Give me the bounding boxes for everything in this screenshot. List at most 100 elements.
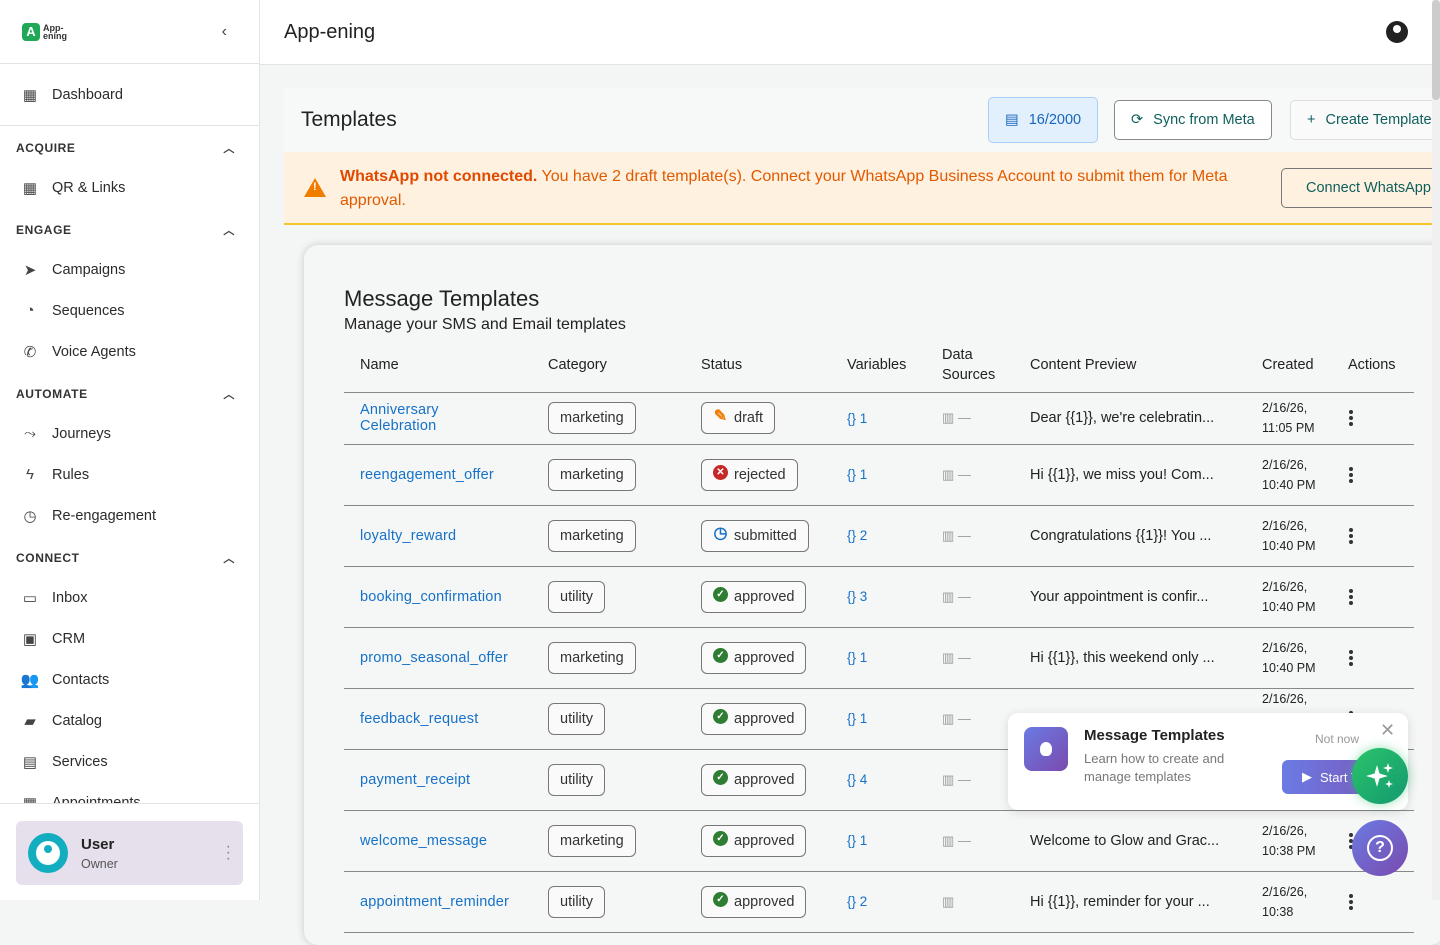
status-badge: ✕ rejected: [701, 458, 798, 491]
category-chip: marketing: [548, 402, 636, 434]
bolt-icon: ϟ: [26, 466, 34, 483]
template-name-link[interactable]: promo_seasonal_offer: [360, 649, 509, 666]
more-vert-icon[interactable]: [1348, 466, 1354, 484]
column-header[interactable]: Variables: [831, 338, 926, 393]
sidebar-item-appointments[interactable]: ▦ Appointments: [0, 782, 259, 804]
table-row[interactable]: reengagement_offer marketing ✕ rejected {…: [344, 444, 1414, 506]
more-vert-icon[interactable]: [1348, 588, 1354, 606]
sidebar-item-dashboard[interactable]: ▦ Dashboard: [0, 74, 259, 115]
help-icon: ?: [1367, 835, 1393, 861]
sidebar: A App-ening ‹ ▦ Dashboard ACQUIRE ︿ ▦ QR & …: [0, 0, 260, 900]
section-header[interactable]: AUTOMATE ︿: [0, 375, 259, 413]
page-title: Templates: [301, 108, 397, 131]
variables-icon: {}: [847, 528, 857, 543]
table-row[interactable]: loyalty_reward marketing ◷ submitted {} 2…: [344, 505, 1414, 567]
template-name-link[interactable]: reengagement_offer: [360, 466, 494, 483]
table-icon: ▥: [942, 832, 955, 848]
store-icon: ▤: [22, 753, 38, 771]
user-icon: [36, 841, 60, 865]
column-header[interactable]: Data Sources: [926, 338, 1014, 393]
sidebar-item-label: CRM: [52, 630, 86, 647]
warning-icon: [304, 178, 326, 197]
created-date: 2/16/26, 11:05 PM: [1246, 392, 1332, 445]
template-name-link[interactable]: Anniversary Celebration: [360, 402, 439, 434]
templates-table: Name Category Status Variables Data Sources C…: [344, 338, 1414, 933]
category-chip: marketing: [548, 458, 636, 491]
sync-from-meta-button[interactable]: ⟳ Sync from Meta: [1114, 100, 1272, 140]
sidebar-item-label: Services: [52, 753, 108, 770]
help-button[interactable]: ?: [1352, 820, 1408, 876]
people-icon: 👥: [20, 671, 40, 689]
column-header[interactable]: Name: [344, 338, 532, 393]
sidebar-item-sequences[interactable]: ◔ Sequences: [0, 290, 259, 331]
sidebar-item-qr-links[interactable]: ▦ QR & Links: [0, 167, 259, 208]
logo[interactable]: A App-ening: [22, 22, 67, 41]
alert-body: You have 2 draft template(s). Connect yo…: [340, 168, 1228, 209]
content-preview: Hi {{1}}, this weekend only ...: [1014, 627, 1246, 689]
more-vert-icon[interactable]: [1348, 527, 1354, 545]
logo-text: App-ening: [43, 22, 67, 41]
more-vert-icon[interactable]: [1348, 649, 1354, 667]
table-row[interactable]: welcome_message marketing ✓ approved {} 1…: [344, 810, 1414, 872]
not-now-button[interactable]: Not now: [1315, 732, 1360, 746]
column-header[interactable]: Status: [685, 338, 831, 393]
close-icon[interactable]: ✕: [1380, 720, 1396, 740]
data-sources-value: —: [957, 832, 971, 848]
table-row[interactable]: booking_confirmation utility ✓ approved {…: [344, 566, 1414, 628]
column-header[interactable]: Created: [1246, 338, 1332, 393]
variables-count: 2: [859, 528, 868, 543]
sidebar-item-journeys[interactable]: ⤳ Journeys: [0, 413, 259, 454]
sidebar-item-catalog[interactable]: ▰ Catalog: [0, 700, 259, 741]
table-icon: ▥: [942, 527, 955, 543]
sidebar-item-rules[interactable]: ϟ Rules: [0, 454, 259, 495]
user-name: User: [81, 835, 115, 853]
template-name-link[interactable]: appointment_reminder: [360, 893, 510, 910]
section-header[interactable]: ENGAGE ︿: [0, 211, 259, 249]
sidebar-item-re-engagement[interactable]: ◷ Re-engagement: [0, 495, 259, 536]
template-name-link[interactable]: payment_receipt: [360, 771, 471, 788]
create-template-button[interactable]: + Create Template: [1290, 100, 1440, 140]
content-preview: Hi {{1}}, reminder for your ...: [1014, 871, 1246, 933]
more-vert-icon[interactable]: [1348, 409, 1354, 427]
data-sources-value: —: [957, 410, 971, 425]
check-circle-icon: ✓: [713, 769, 728, 785]
category-chip: utility: [548, 580, 606, 613]
sidebar-item-services[interactable]: ▤ Services: [0, 741, 259, 782]
status-badge: ✓ approved: [701, 763, 807, 796]
table-row[interactable]: Anniversary Celebration marketing ✎ draft…: [344, 392, 1414, 445]
page-scrollbar[interactable]: [1432, 0, 1440, 900]
phone-icon: ✆: [23, 343, 37, 361]
variables-icon: {}: [847, 650, 857, 665]
sidebar-item-label: Appointments: [52, 794, 141, 804]
check-circle-icon: ✓: [713, 586, 728, 602]
sidebar-item-campaigns[interactable]: ➤ Campaigns: [0, 249, 259, 290]
table-row[interactable]: appointment_reminder utility ✓ approved {…: [344, 871, 1414, 933]
section-header[interactable]: CONNECT ︿: [0, 539, 259, 577]
table-row[interactable]: promo_seasonal_offer marketing ✓ approved…: [344, 627, 1414, 689]
more-vert-icon[interactable]: [1348, 893, 1354, 911]
check-circle-icon: ✓: [713, 647, 728, 663]
template-name-link[interactable]: loyalty_reward: [360, 527, 457, 544]
sidebar-item-voice-agents[interactable]: ✆ Voice Agents: [0, 331, 259, 372]
scrollbar-thumb[interactable]: [1432, 0, 1440, 100]
account-icon[interactable]: [1386, 21, 1408, 43]
more-vert-icon[interactable]: · · ·: [225, 838, 231, 867]
section-header[interactable]: ACQUIRE ︿: [0, 129, 259, 167]
column-header[interactable]: Content Preview: [1014, 338, 1246, 393]
connect-whatsapp-button[interactable]: Connect WhatsApp: [1281, 168, 1440, 208]
status-badge: ✓ approved: [701, 824, 807, 857]
ai-assistant-button[interactable]: [1352, 748, 1408, 804]
sidebar-item-crm[interactable]: ▣ CRM: [0, 618, 259, 659]
column-header[interactable]: Category: [532, 338, 685, 393]
sidebar-item-contacts[interactable]: 👥 Contacts: [0, 659, 259, 700]
sidebar-item-inbox[interactable]: ▭ Inbox: [0, 577, 259, 618]
template-name-link[interactable]: booking_confirmation: [360, 588, 502, 605]
calendar-icon: ▦: [22, 794, 38, 804]
user-card[interactable]: User Owner · · ·: [16, 821, 243, 885]
category-chip: marketing: [548, 824, 636, 857]
template-name-link[interactable]: welcome_message: [360, 832, 488, 849]
collapse-sidebar-icon[interactable]: ‹: [221, 22, 227, 40]
variables-count: 1: [859, 650, 868, 665]
template-name-link[interactable]: feedback_request: [360, 710, 479, 727]
quota-badge[interactable]: ▤ 16/2000: [988, 97, 1098, 143]
